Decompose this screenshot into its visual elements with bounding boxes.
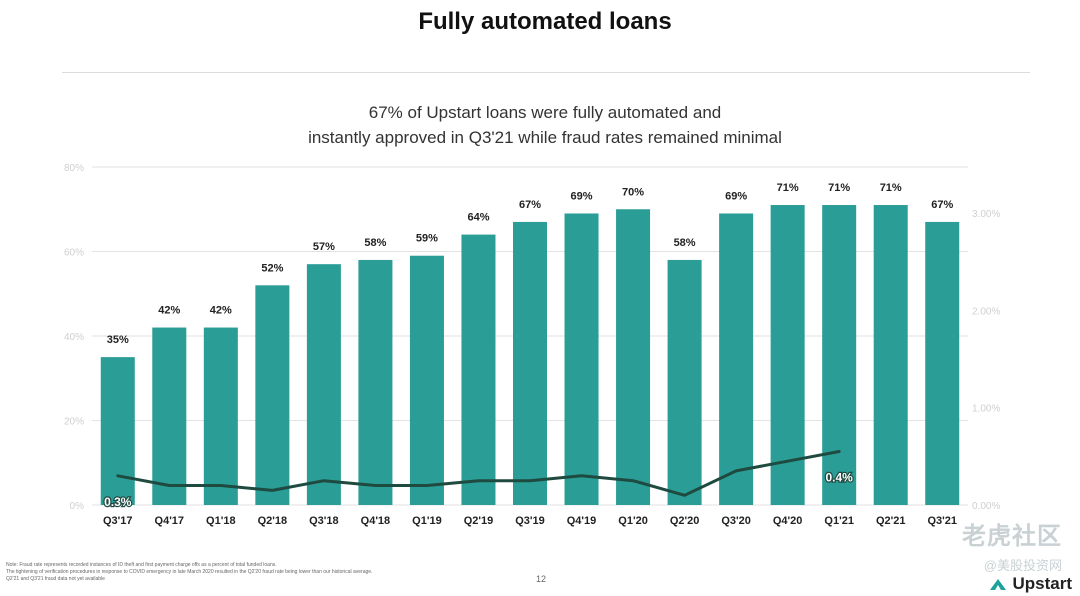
x-tick-label: Q1'20 <box>618 515 648 527</box>
upstart-logo: Upstart <box>988 574 1072 594</box>
bar-value-label: 69% <box>725 190 747 202</box>
bar <box>822 205 857 505</box>
left-tick-label: 40% <box>64 332 84 343</box>
x-tick-label: Q2'21 <box>876 515 906 527</box>
bar-value-label: 69% <box>571 190 593 202</box>
x-tick-label: Q4'18 <box>361 515 391 527</box>
x-tick-label: Q2'18 <box>258 515 288 527</box>
fraud-rate-label: 0.4% <box>825 470 853 484</box>
bar-value-label: 57% <box>313 241 335 253</box>
x-tick-label: Q3'21 <box>927 515 957 527</box>
logo-text: Upstart <box>1012 574 1072 593</box>
bar <box>358 259 393 505</box>
right-tick-label: 3.00% <box>972 209 1000 220</box>
bar-value-label: 67% <box>931 199 953 211</box>
x-tick-label: Q2'20 <box>670 515 700 527</box>
bar-value-label: 71% <box>880 182 902 194</box>
x-tick-label: Q1'21 <box>824 515 854 527</box>
footnote-line-3: Q2'21 and Q3'21 fraud data not yet avail… <box>6 576 105 582</box>
bar <box>512 221 548 506</box>
bar-value-label: 42% <box>210 305 232 317</box>
x-tick-label: Q4'19 <box>567 515 597 527</box>
left-tick-label: 0% <box>70 501 85 512</box>
page-number: 12 <box>536 574 547 584</box>
right-tick-label: 0.00% <box>972 501 1000 512</box>
page-title: Fully automated loans <box>418 8 672 35</box>
x-tick-label: Q1'18 <box>206 515 236 527</box>
bar <box>100 357 135 505</box>
bar-value-label: 64% <box>467 212 489 224</box>
bar-value-label: 52% <box>261 262 283 274</box>
watermark-sub: @美股投资网 <box>983 558 1062 573</box>
left-tick-label: 80% <box>64 163 84 174</box>
x-tick-label: Q3'19 <box>515 515 545 527</box>
bar <box>616 209 651 505</box>
bar <box>925 221 960 506</box>
bar-value-label: 42% <box>158 305 180 317</box>
bar-value-label: 71% <box>777 182 799 194</box>
bar <box>255 285 290 505</box>
x-tick-label: Q1'19 <box>412 515 442 527</box>
x-tick-label: Q4'17 <box>155 515 185 527</box>
bar <box>873 205 908 505</box>
bar <box>667 259 702 505</box>
bar <box>461 234 496 505</box>
subtitle-line-2: instantly approved in Q3'21 while fraud … <box>308 128 782 147</box>
bar-value-label: 70% <box>622 186 644 198</box>
x-tick-label: Q3'20 <box>721 515 751 527</box>
bar <box>770 205 805 505</box>
upstart-logo-icon <box>990 579 1007 590</box>
fraud-rate-line <box>116 450 841 497</box>
bar-value-label: 59% <box>416 233 438 245</box>
x-tick-label: Q3'17 <box>103 515 133 527</box>
bar-value-label: 58% <box>364 237 386 249</box>
bar-value-label: 67% <box>519 199 541 211</box>
left-tick-label: 60% <box>64 248 84 259</box>
x-tick-label: Q2'19 <box>464 515 494 527</box>
watermark-main: 老虎社区 <box>962 523 1062 550</box>
x-tick-label: Q3'18 <box>309 515 339 527</box>
footnote-line-1: Note: Fraud rate represents recorded ins… <box>6 562 277 568</box>
bar-value-label: 71% <box>828 182 850 194</box>
footnote-line-2: The tightening of verification procedure… <box>6 569 373 575</box>
chart-subtitle: 67% of Upstart loans were fully automate… <box>0 100 1080 150</box>
subtitle-line-1: 67% of Upstart loans were fully automate… <box>368 103 722 122</box>
bar <box>409 255 444 505</box>
title-divider <box>62 72 1030 73</box>
bar <box>564 213 599 505</box>
footnote: Note: Fraud rate represents recorded ins… <box>6 562 546 583</box>
bar <box>203 327 238 505</box>
right-tick-label: 2.00% <box>972 306 1000 317</box>
watermark: 老虎社区 @美股投资网 <box>962 516 1062 574</box>
fraud-rate-label: 0.3% <box>104 495 132 509</box>
left-tick-label: 20% <box>64 417 84 428</box>
bar <box>152 327 187 505</box>
bar-value-label: 58% <box>674 237 696 249</box>
bar <box>306 264 341 505</box>
right-tick-label: 1.00% <box>972 404 1000 415</box>
x-tick-label: Q4'20 <box>773 515 803 527</box>
bar-value-label: 35% <box>107 334 129 346</box>
bar <box>719 213 754 505</box>
